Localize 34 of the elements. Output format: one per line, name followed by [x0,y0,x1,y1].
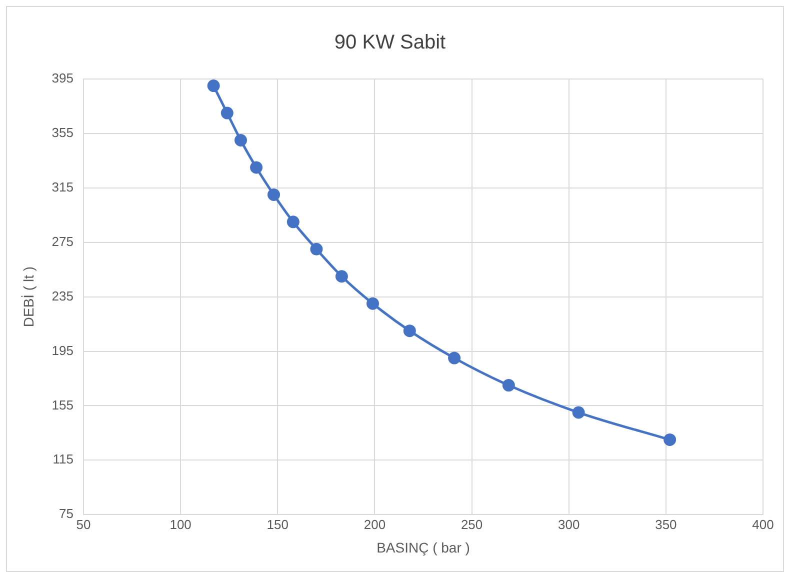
x-tick-label: 100 [170,516,192,532]
x-tick-label: 300 [558,516,580,532]
y-tick-label: 195 [52,342,74,358]
point [403,324,416,338]
point [310,242,323,256]
y-tick-label: 315 [52,179,74,194]
x-tick-label: 200 [364,516,386,532]
x-axis-title: BASINÇ ( bar ) [376,539,470,556]
point [502,379,515,392]
x-tick-label: 250 [460,516,483,532]
point [250,161,263,174]
y-axis-title: DEBİ ( lt ) [20,266,36,328]
point [366,297,380,310]
point [572,406,585,419]
point [234,134,247,147]
x-tick-label: 400 [752,516,774,532]
point [286,216,300,228]
point [335,270,348,283]
chart-title: 90 KW Sabit [334,32,446,54]
y-tick-label: 355 [52,125,74,140]
point [220,106,234,120]
point [207,80,220,92]
point [448,352,461,364]
y-tick-label: 75 [59,506,74,522]
y-tick-label: 155 [52,397,74,412]
y-tick-label: 115 [52,452,74,467]
x-tick-label: 50 [76,516,91,532]
y-tick-label: 235 [52,288,74,304]
y-tick-label: 395 [52,70,74,86]
y-tick-label: 275 [52,234,74,249]
x-tick-label: 350 [655,516,677,532]
point [268,188,280,201]
point [664,433,676,446]
x-tick-label: 150 [266,516,288,532]
